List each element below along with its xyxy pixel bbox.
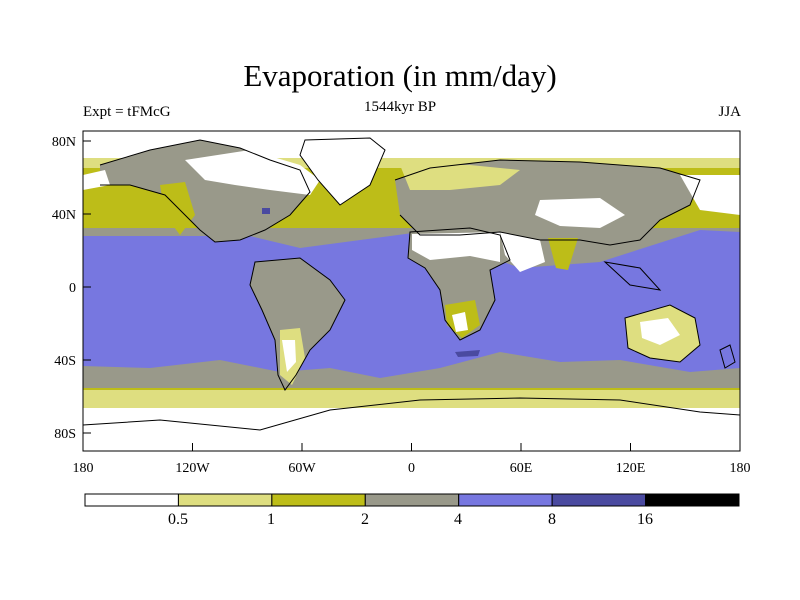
lon-label: 120E <box>616 461 646 476</box>
colorbar-label: 1 <box>267 511 275 528</box>
lat-tick-marks <box>83 140 91 434</box>
land-sahara <box>412 232 500 262</box>
coastlines <box>83 137 740 431</box>
field-band-8-gulf-stream <box>262 208 270 214</box>
colorbar-swatch <box>551 493 647 507</box>
lon-label: 0 <box>408 461 415 476</box>
colorbar-swatch <box>84 493 179 507</box>
colorbar <box>84 493 740 507</box>
land-greenland <box>300 138 385 205</box>
land-arabia <box>500 232 545 272</box>
lon-label: 60E <box>510 461 533 476</box>
lon-label: 120W <box>175 461 210 476</box>
field-band-8-agulhas <box>455 350 480 357</box>
colorbar-label: 8 <box>548 511 556 528</box>
colorbar-swatch <box>177 493 273 507</box>
land-canada-low <box>185 150 320 195</box>
land-australia-interior <box>640 318 680 345</box>
experiment-label: Expt = tFMcG <box>83 104 171 120</box>
colorbar-label: 16 <box>637 511 653 528</box>
land-kalahari <box>452 312 468 332</box>
lat-tick-labels: 80N 40N 0 40S 80S <box>52 135 76 442</box>
land-central-asia-desert <box>535 198 625 228</box>
lon-label: 180 <box>730 461 751 476</box>
map-title: Evaporation (in mm/day) <box>243 58 557 93</box>
lat-label: 40S <box>54 354 76 369</box>
land-india <box>548 238 578 270</box>
lat-label: 80N <box>52 135 76 150</box>
lon-tick-labels: 180 120W 60W 0 60E 120E 180 <box>73 461 751 476</box>
land-west-us <box>160 182 195 235</box>
field-band-4 <box>83 230 740 378</box>
lon-label: 60W <box>288 461 316 476</box>
colorbar-swatch <box>458 493 553 507</box>
colorbar-label: 0.5 <box>168 511 188 528</box>
lon-tick-marks <box>82 443 741 451</box>
colorbar-swatch <box>271 493 366 507</box>
season-label: JJA <box>718 104 741 120</box>
lon-label: 180 <box>73 461 94 476</box>
evaporation-field <box>83 131 740 451</box>
lat-label: 80S <box>54 427 76 442</box>
time-label: 1544kyr BP <box>363 99 437 115</box>
land-east-siberia <box>680 175 740 215</box>
colorbar-labels: 0.5 1 2 4 8 16 <box>168 511 653 528</box>
land-atacama <box>282 340 296 372</box>
lat-label: 40N <box>52 208 76 223</box>
colorbar-swatch <box>645 493 740 507</box>
land-south-america <box>250 258 345 390</box>
land-north-europe <box>400 165 520 190</box>
lat-label: 0 <box>69 281 76 296</box>
colorbar-label: 2 <box>361 511 369 528</box>
colorbar-swatch <box>364 493 460 507</box>
colorbar-label: 4 <box>454 511 462 528</box>
